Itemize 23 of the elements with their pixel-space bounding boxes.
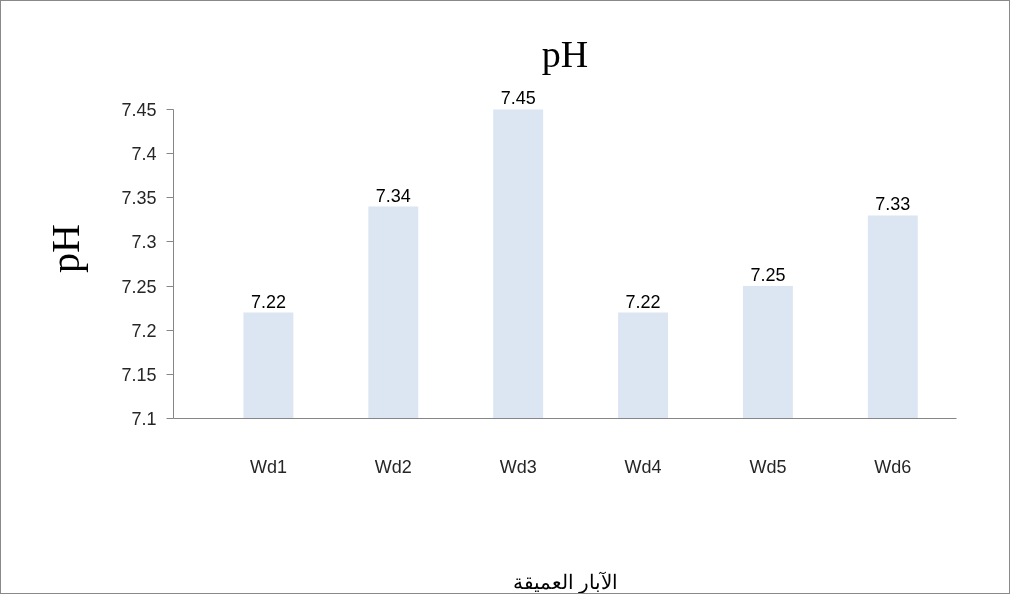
y-tick-label: 7.3 <box>131 232 157 253</box>
x-tick-label: Wd3 <box>499 456 537 477</box>
data-label: 7.34 <box>375 185 411 206</box>
y-tick-label: 7.2 <box>131 320 157 341</box>
data-label: 7.22 <box>625 291 661 312</box>
x-tick-label: Wd5 <box>749 456 787 477</box>
x-tick-label: Wd4 <box>624 456 662 477</box>
y-tick-label: 7.45 <box>121 99 157 120</box>
y-tick-label: 7.15 <box>121 364 157 385</box>
chart-title: pH <box>541 32 589 75</box>
data-label: 7.22 <box>250 291 286 312</box>
data-label: 7.25 <box>750 265 786 286</box>
y-tick-label: 7.1 <box>131 409 157 429</box>
y-axis-title: pH <box>43 224 89 273</box>
data-label: 7.45 <box>500 88 536 109</box>
y-tick-label: 7.25 <box>121 276 157 297</box>
data-label: 7.33 <box>875 194 911 215</box>
x-tick-label: Wd6 <box>874 456 912 477</box>
x-axis-title: الآبار العميقة <box>512 570 618 594</box>
y-tick-label: 7.4 <box>131 144 157 165</box>
x-tick-label: Wd1 <box>249 456 287 477</box>
y-tick-label: 7.35 <box>121 188 157 209</box>
x-tick-label: Wd2 <box>374 456 412 477</box>
